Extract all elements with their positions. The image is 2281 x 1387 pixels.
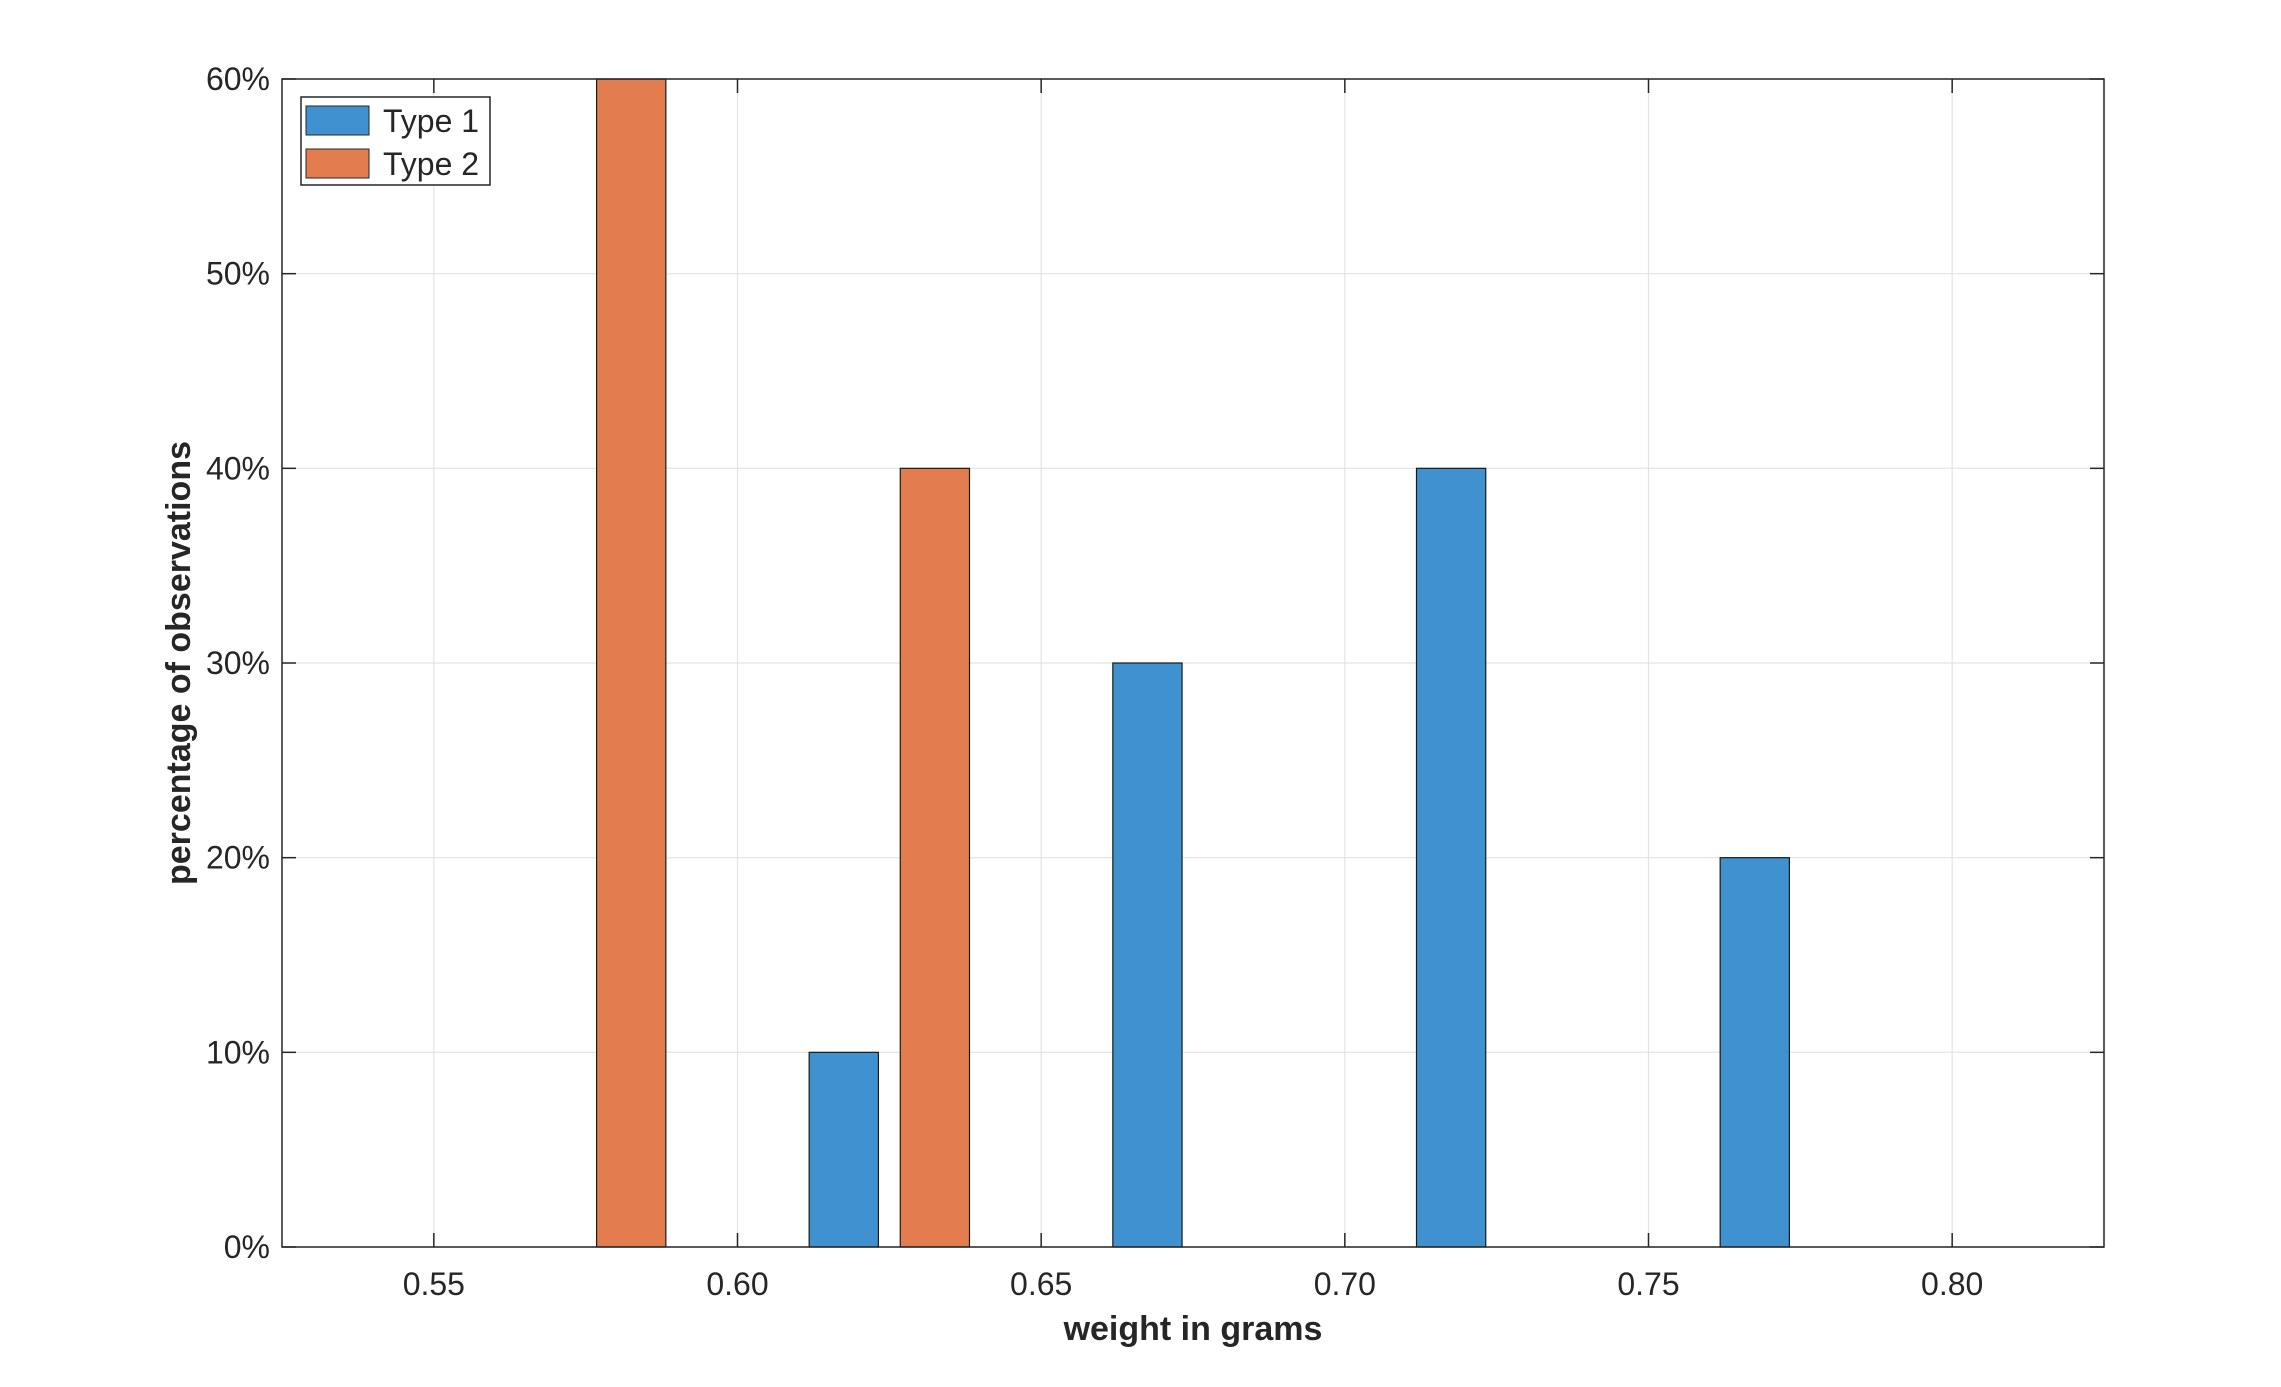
bar-type-1 xyxy=(1112,662,1183,1248)
x-tick-label: 0.60 xyxy=(706,1266,768,1302)
x-tick-label: 0.75 xyxy=(1617,1266,1679,1302)
legend-swatch-type-2 xyxy=(305,148,370,179)
y-tick-label: 10% xyxy=(206,1034,270,1070)
grid-lines xyxy=(282,78,2104,1248)
y-tick-label: 50% xyxy=(206,256,270,292)
bar-type-1 xyxy=(1719,857,1791,1248)
y-tick-label: 30% xyxy=(206,645,270,681)
legend-label-type-2: Type 2 xyxy=(383,146,479,182)
y-tick-label: 60% xyxy=(206,61,270,97)
bar-type-1 xyxy=(1415,467,1487,1248)
x-tick-label: 0.55 xyxy=(403,1266,465,1302)
y-tick-labels: 0% 10% 20% 30% 40% 50% 60% xyxy=(206,61,270,1265)
x-tick-label: 0.65 xyxy=(1010,1266,1072,1302)
x-axis-label: weight in grams xyxy=(1063,1310,1323,1348)
x-tick-label: 0.70 xyxy=(1314,1266,1376,1302)
bars xyxy=(595,78,1791,1248)
bar-type-2 xyxy=(899,467,971,1248)
x-tick-label: 0.80 xyxy=(1921,1266,1983,1302)
y-tick-label: 20% xyxy=(206,840,270,876)
y-tick-label: 0% xyxy=(224,1229,270,1265)
legend-label-type-1: Type 1 xyxy=(383,103,479,139)
y-axis-label: percentage of observations xyxy=(160,441,198,885)
legend: Type 1 Type 2 xyxy=(300,96,491,186)
legend-swatch-type-1 xyxy=(305,105,370,136)
bar-type-2 xyxy=(595,78,667,1248)
x-tick-labels: 0.55 0.60 0.65 0.70 0.75 0.80 xyxy=(403,1266,1984,1302)
y-tick-label: 40% xyxy=(206,450,270,486)
axis-ticks xyxy=(282,78,2104,1248)
bar-type-1 xyxy=(808,1051,880,1248)
